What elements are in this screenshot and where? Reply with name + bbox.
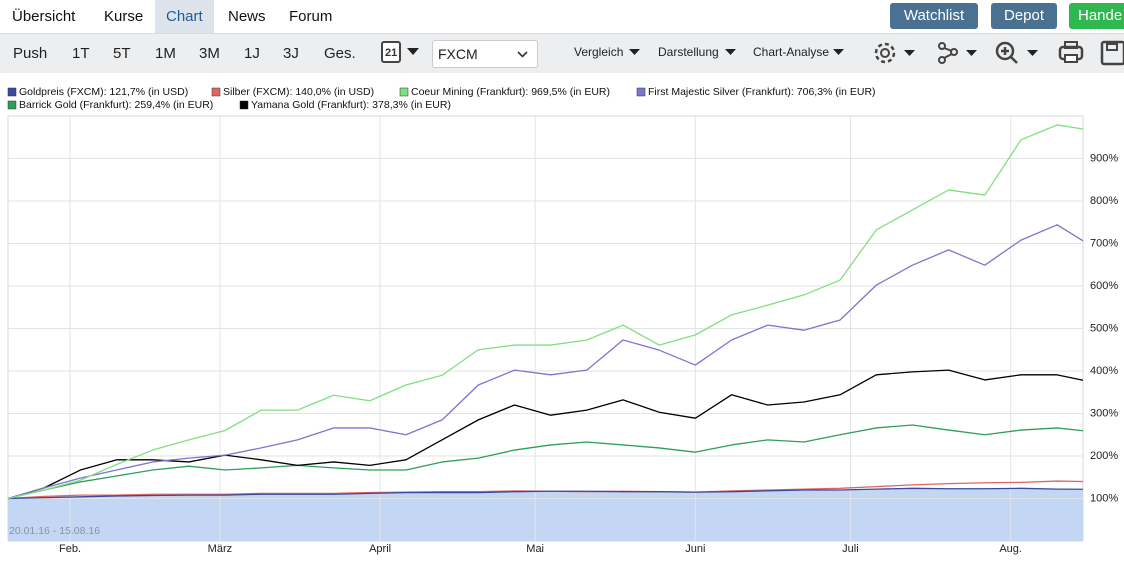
y-tick-label: 300% <box>1090 407 1118 419</box>
nav-bar: Übersicht Kurse Chart News Forum Watchli… <box>0 0 1124 34</box>
trade-button[interactable]: Hande <box>1069 3 1124 29</box>
legend-label: Coeur Mining (Frankfurt): 969,5% (in EUR… <box>411 86 610 98</box>
date-range: 20.01.16 - 15.08.16 <box>9 525 100 537</box>
select-arrow <box>517 51 528 58</box>
settings-icon[interactable] <box>874 42 915 64</box>
legend-swatch <box>211 87 221 97</box>
print-icon[interactable] <box>1058 41 1084 63</box>
legend-swatch <box>399 87 409 97</box>
share-icon[interactable] <box>938 42 977 64</box>
period[interactable]: 1J <box>244 45 260 62</box>
tool-icons <box>874 40 1124 66</box>
legend-swatch <box>636 87 646 97</box>
dropdown-arrow <box>407 48 419 55</box>
x-tick-label: Juli <box>842 543 859 555</box>
y-tick-label: 600% <box>1090 280 1118 292</box>
tab[interactable]: Übersicht <box>12 8 76 25</box>
period[interactable]: 5T <box>113 45 131 62</box>
x-tick-label: Feb. <box>59 543 81 555</box>
y-tick-label: 400% <box>1090 365 1118 377</box>
y-tick-label: 800% <box>1090 195 1118 207</box>
calendar-icon[interactable]: 21 <box>381 41 401 63</box>
exchange-value: FXCM <box>438 46 478 62</box>
x-tick-label: April <box>369 543 391 555</box>
legend-swatch <box>7 100 17 110</box>
save-icon[interactable] <box>1100 40 1124 66</box>
series-line <box>7 424 1084 500</box>
period[interactable]: 1T <box>72 45 90 62</box>
legend-label: Goldpreis (FXCM): 121,7% (in USD) <box>19 86 188 98</box>
x-tick-label: März <box>208 543 232 555</box>
plot-area <box>7 115 1084 542</box>
legend-label: Yamana Gold (Frankfurt): 378,3% (in EUR) <box>251 99 451 111</box>
zoom-icon[interactable] <box>995 41 1038 64</box>
series-line <box>7 124 1084 500</box>
legend-swatch <box>239 100 249 110</box>
y-tick-label: 900% <box>1090 152 1118 164</box>
menu[interactable]: Darstellung <box>658 45 719 59</box>
period[interactable]: 3M <box>199 45 220 62</box>
series-line <box>7 487 1084 500</box>
period[interactable]: 3J <box>283 45 299 62</box>
depot-button[interactable]: Depot <box>991 3 1057 29</box>
tab[interactable]: Kurse <box>104 8 144 25</box>
menu-arrow <box>833 49 844 55</box>
x-tick-label: Mai <box>526 543 544 555</box>
menu[interactable]: Vergleich <box>574 45 624 59</box>
legend-label: Silber (FXCM): 140,0% (in USD) <box>223 86 374 98</box>
legend-label: Barrick Gold (Frankfurt): 259,4% (in EUR… <box>19 99 213 111</box>
period[interactable]: Ges. <box>324 45 356 62</box>
legend-swatch <box>7 87 17 97</box>
calendar-day: 21 <box>385 47 398 59</box>
y-tick-label: 700% <box>1090 237 1118 249</box>
series-line <box>7 369 1084 500</box>
x-tick-label: Juni <box>685 543 705 555</box>
tab[interactable]: News <box>228 8 266 25</box>
x-tick-label: Aug. <box>999 543 1022 555</box>
tab[interactable]: Forum <box>289 8 333 25</box>
tab-active[interactable]: Chart <box>155 0 214 33</box>
series-line <box>7 480 1084 500</box>
y-tick-label: 100% <box>1090 492 1118 504</box>
area <box>8 488 1083 541</box>
menu-arrow <box>629 49 640 55</box>
period[interactable]: Push <box>13 45 48 62</box>
series-line <box>7 224 1084 500</box>
y-tick-label: 200% <box>1090 450 1118 462</box>
y-tick-label: 500% <box>1090 322 1118 334</box>
menu-arrow <box>725 49 736 55</box>
legend-label: First Majestic Silver (Frankfurt): 706,3… <box>648 86 876 98</box>
watchlist-button[interactable]: Watchlist <box>890 3 978 29</box>
exchange-select[interactable]: FXCM <box>432 40 538 68</box>
menu[interactable]: Chart-Analyse <box>753 45 830 59</box>
toolbar: Push 1T 5T 1M 3M 1J 3J Ges. 21 FXCM Verg… <box>0 34 1124 73</box>
period[interactable]: 1M <box>155 45 176 62</box>
